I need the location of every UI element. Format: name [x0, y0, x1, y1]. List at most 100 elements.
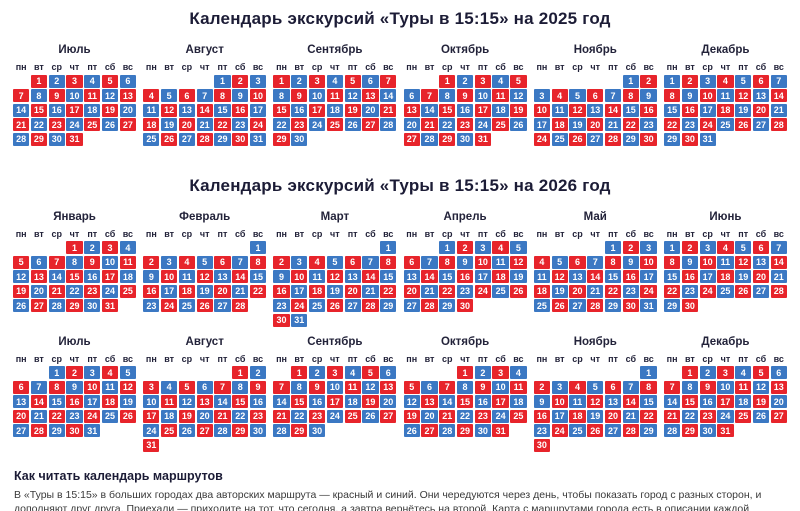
day-cell-blue: 27 — [178, 132, 196, 146]
weekday-label: пт — [217, 228, 228, 239]
day-cell-blue: 13 — [569, 270, 586, 283]
day-cell-red: 23 — [699, 409, 716, 423]
day-cell-blue: 18 — [735, 395, 752, 408]
month-name: Март — [320, 210, 350, 223]
day-cell-red: 2 — [640, 74, 657, 88]
day-cell-red: 2 — [681, 241, 698, 254]
day-cell-blue: 16 — [474, 395, 491, 408]
day-cell-red: 15 — [66, 270, 83, 283]
weekday-label: ср — [181, 62, 193, 72]
day-cell-red: 24 — [249, 118, 267, 131]
day-cell-blue: 26 — [13, 299, 30, 312]
empty-cell — [273, 241, 289, 254]
day-cell-blue: 26 — [101, 118, 119, 131]
weekday-label: вс — [252, 353, 264, 364]
day-cell-blue: 1 — [640, 366, 657, 379]
day-cell-blue: 7 — [604, 89, 622, 102]
day-cell-red: 17 — [492, 395, 509, 408]
day-cell-red: 18 — [717, 103, 734, 117]
day-cell-red: 19 — [344, 103, 361, 117]
weekday-label: пн — [276, 228, 287, 239]
weekday-label: вт — [294, 353, 305, 364]
day-cell-red: 16 — [456, 270, 474, 283]
day-cell-blue: 14 — [273, 395, 290, 408]
day-cell-red: 23 — [474, 409, 491, 423]
day-cell-red: 8 — [380, 255, 397, 269]
weekday-label: пт — [608, 353, 618, 364]
day-cell-red: 10 — [474, 255, 491, 269]
month-grid: пн вт ср чт пт сб вс 1 2 3 4 5 6 7 8 9 10 11 12 13 14 15 16 17 1… — [663, 228, 787, 312]
month-grid: пн вт ср чт пт сб вс 1 2 3 4 5 6 7 8 9 10 11 12 13 14 15 16 17 1… — [13, 228, 136, 312]
day-cell-blue: 7 — [770, 241, 787, 254]
day-cell-blue: 8 — [439, 89, 456, 102]
day-cell-blue: 5 — [587, 380, 604, 394]
day-cell-blue: 6 — [770, 366, 787, 379]
day-cell-blue: 20 — [196, 409, 213, 423]
day-cell-red: 31 — [717, 424, 734, 437]
day-cell-red: 12 — [119, 380, 136, 394]
month-grid: пн вт ср чт пт сб вс 1 2 3 4 5 6 7 8 9 10 11 12 13 14 15 16 17 1… — [403, 353, 527, 437]
month-grid: пн вт ср чт пт сб вс 1 2 3 4 5 6 7 8 9 10 11 12 13 14 15 16 17 1… — [533, 353, 657, 452]
day-cell-blue: 12 — [178, 395, 196, 408]
month-row: Январь пн вт ср чт пт сб вс 1 2 3 4 5 6 7 8 9 10 11 12 13 14 1… — [0, 211, 800, 327]
weekday-label: вс — [643, 353, 654, 364]
day-cell-blue: 16 — [456, 103, 474, 117]
day-cell-blue: 17 — [249, 103, 267, 117]
day-cell-blue: 15 — [249, 270, 267, 283]
day-cell-blue: 19 — [551, 284, 568, 298]
day-cell-red: 11 — [326, 89, 344, 102]
weekday-label: ср — [181, 228, 193, 239]
day-cell-red: 3 — [143, 380, 160, 394]
weekday-label: чт — [460, 228, 470, 239]
day-cell-blue: 17 — [291, 284, 308, 298]
empty-cell — [309, 241, 325, 254]
day-cell-blue: 8 — [291, 380, 308, 394]
day-cell-red: 10 — [699, 89, 716, 102]
day-cell-red: 5 — [362, 366, 379, 379]
day-cell-red: 5 — [13, 255, 30, 269]
day-cell-blue: 22 — [273, 118, 290, 131]
month-calendar: Сентябрь пн вт ср чт пт сб вс 1 2 3 4 5 6 7 8 9 10 11 12 13 1… — [273, 336, 397, 437]
day-cell-blue: 11 — [492, 255, 509, 269]
day-cell-red: 31 — [66, 132, 83, 146]
day-cell-blue: 1 — [249, 241, 267, 254]
day-cell-red: 17 — [66, 103, 83, 117]
weekday-label: чт — [199, 228, 210, 239]
day-cell-red: 11 — [344, 380, 361, 394]
day-cell-blue: 10 — [717, 380, 734, 394]
empty-cell — [31, 366, 47, 379]
day-cell-red: 27 — [362, 118, 379, 131]
day-cell-red: 12 — [196, 270, 213, 283]
day-cell-red: 13 — [421, 395, 438, 408]
day-cell-red: 13 — [30, 270, 48, 283]
day-cell-blue: 20 — [380, 395, 397, 408]
day-cell-blue: 24 — [326, 409, 344, 423]
day-cell-red: 25 — [119, 284, 136, 298]
weekday-label: ср — [51, 228, 62, 239]
day-cell-red: 13 — [403, 103, 420, 117]
day-cell-blue: 30 — [474, 424, 491, 437]
day-cell-blue: 19 — [119, 395, 136, 408]
weekday-label: ср — [442, 228, 453, 239]
day-cell-red: 23 — [456, 118, 474, 131]
day-cell-red: 21 — [421, 118, 438, 131]
day-cell-blue: 2 — [291, 74, 308, 88]
day-cell-blue: 19 — [735, 103, 752, 117]
month-name: Декабрь — [701, 335, 750, 348]
day-cell-red: 22 — [663, 284, 681, 298]
day-cell-blue: 3 — [551, 380, 568, 394]
day-cell-red: 11 — [119, 255, 136, 269]
day-cell-red: 20 — [752, 270, 770, 283]
day-cell-red: 7 — [663, 380, 681, 394]
day-cell-red: 18 — [533, 284, 551, 298]
empty-cell — [291, 241, 307, 254]
day-cell-blue: 14 — [214, 395, 231, 408]
day-cell-blue: 9 — [681, 255, 698, 269]
month-name: Июль — [58, 44, 91, 56]
day-cell-red: 30 — [533, 438, 551, 452]
day-cell-red: 13 — [770, 380, 787, 394]
weekday-label: пн — [406, 353, 418, 364]
day-cell-red: 27 — [380, 409, 397, 423]
weekday-label: ср — [572, 353, 583, 364]
day-cell-blue: 16 — [48, 103, 65, 117]
